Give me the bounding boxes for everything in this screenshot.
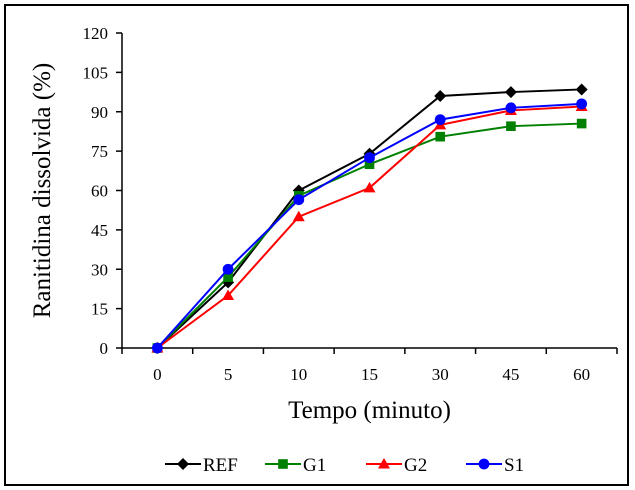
x-axis-title: Tempo (minuto)	[288, 397, 451, 424]
data-point-ref	[434, 90, 447, 102]
data-point-g1	[506, 121, 516, 131]
legend-label: G1	[303, 455, 326, 476]
data-point-g1	[435, 131, 446, 142]
series-line	[156, 102, 582, 349]
legend-marker	[378, 458, 390, 469]
data-point-g1	[223, 272, 233, 282]
data-point-s1	[222, 263, 234, 275]
legend-item-s1: S1	[466, 455, 524, 476]
data-point-s1	[576, 98, 588, 110]
y-tick-label: 0	[100, 339, 109, 358]
chart-frame	[4, 4, 629, 486]
x-tick-label: 30	[432, 365, 449, 384]
y-tick-label: 15	[91, 300, 108, 319]
legend-item-g2: G2	[366, 455, 427, 476]
data-point-g2	[222, 289, 235, 300]
data-point-ref	[504, 86, 517, 99]
series-s1	[151, 98, 588, 354]
data-point-g1	[364, 159, 375, 170]
series-line	[156, 88, 582, 349]
legend-item-ref: REF	[165, 455, 238, 476]
legend-marker	[478, 458, 490, 470]
legend: REF G1 G2 S1	[165, 455, 524, 476]
x-ticks: 0 5 10 15 30 45 60	[121, 348, 618, 384]
y-tick-label: 60	[91, 182, 108, 201]
data-point-g2	[292, 210, 305, 222]
y-axis-title: Ranitidina dissolvida (%)	[29, 63, 56, 319]
data-point-s1	[364, 152, 375, 164]
legend-label: REF	[203, 455, 238, 476]
data-point-g2	[363, 181, 376, 193]
data-point-ref	[575, 83, 588, 96]
data-point-s1	[434, 114, 446, 126]
x-tick-label: 60	[573, 365, 590, 384]
x-tick-label: 5	[224, 365, 233, 384]
y-tick-label: 30	[91, 260, 108, 279]
x-tick-label: 15	[361, 365, 378, 384]
y-tick-label: 105	[83, 63, 109, 82]
x-tick-label: 10	[290, 365, 307, 384]
legend-item-g1: G1	[265, 455, 326, 476]
data-point-s1	[293, 194, 305, 206]
axes: 0 15 30 45 60 75 90 105 120 0 5 10 15 30 45 60	[83, 24, 618, 384]
data-point-s1	[151, 342, 163, 354]
series-g2	[151, 100, 588, 353]
data-point-s1	[505, 102, 517, 114]
x-tick-label: 0	[153, 365, 162, 384]
series-ref	[151, 83, 588, 354]
y-ticks: 0 15 30 45 60 75 90 105 120	[83, 24, 122, 358]
y-tick-label: 45	[91, 221, 108, 240]
x-tick-label: 45	[502, 365, 519, 384]
legend-marker	[177, 458, 189, 470]
y-tick-label: 120	[83, 24, 109, 43]
legend-label: G2	[404, 455, 427, 476]
data-point-g1	[576, 118, 587, 129]
y-tick-label: 90	[91, 103, 108, 122]
y-tick-label: 75	[91, 142, 108, 161]
legend-label: S1	[504, 455, 524, 476]
series-line	[156, 105, 582, 349]
series-layer	[151, 83, 588, 354]
legend-marker	[278, 459, 288, 469]
